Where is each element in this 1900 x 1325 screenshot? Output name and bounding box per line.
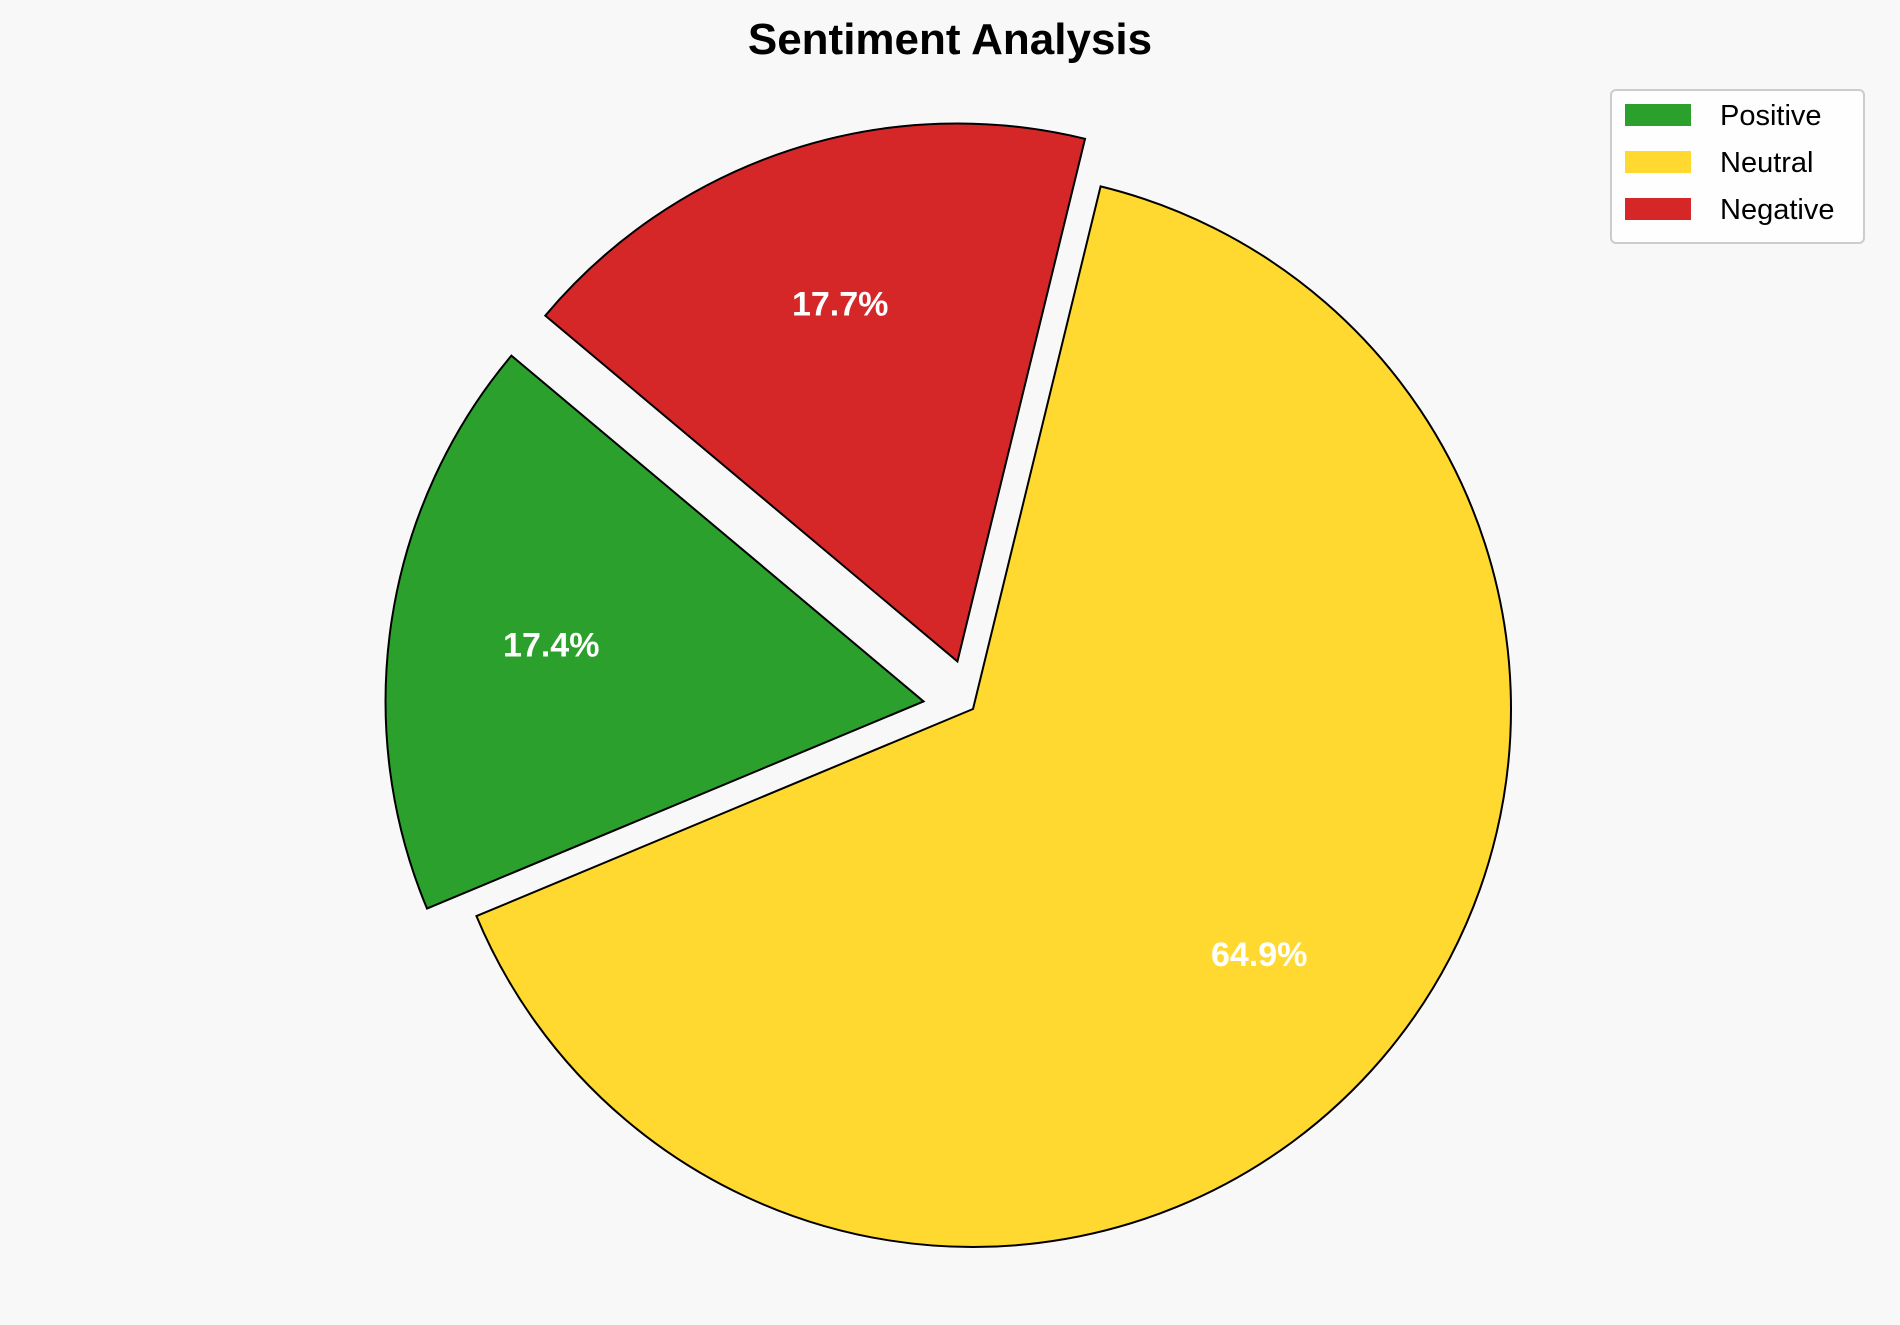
pie-slice-negative — [543, 122, 1087, 664]
slice-label-negative: 17.7% — [792, 286, 888, 324]
pie-slice-neutral — [475, 185, 1512, 1248]
legend: Positive Neutral Negative — [1610, 89, 1865, 244]
legend-label-neutral: Neutral — [1720, 147, 1814, 179]
legend-label-positive: Positive — [1720, 100, 1822, 132]
legend-swatch-negative — [1625, 198, 1691, 220]
slice-label-neutral: 64.9% — [1211, 936, 1307, 974]
legend-swatch-neutral — [1625, 151, 1691, 173]
legend-swatch-positive — [1625, 104, 1691, 126]
pie-slice-positive — [384, 354, 926, 910]
chart-title: Sentiment Analysis — [748, 15, 1152, 64]
legend-label-negative: Negative — [1720, 194, 1834, 226]
slice-label-positive: 17.4% — [503, 627, 599, 665]
